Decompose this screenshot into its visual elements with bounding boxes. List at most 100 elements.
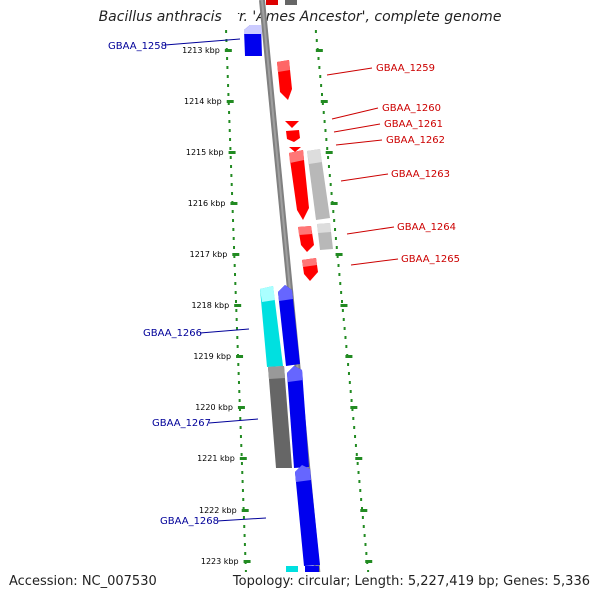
ruler-dot-right [324,129,327,132]
gene-fragment-gray[interactable] [285,0,297,5]
ruler-dot-left [229,156,232,159]
ruler-dot-left [232,237,235,240]
ruler-dot-right [329,183,332,186]
ruler-dot-right [354,444,357,447]
gene-leader-line [346,226,395,235]
gene-GBAA_1267[interactable] [268,366,309,468]
ruler-dot-right [364,543,367,546]
ruler-major-tick-left [236,355,244,358]
gene-GBAA_1264[interactable] [298,223,333,252]
gene-GBAA_1260[interactable] [285,121,299,128]
ruler-major-tick-right [345,355,353,358]
ruler-label: 1220 kbp [195,403,233,412]
ruler-major-tick-right [360,509,368,512]
gene-GBAA_1261[interactable] [286,130,300,142]
ruler-dot-left [239,426,242,429]
ruler-major-tick-left [234,304,242,307]
ruler-dot-left [244,552,247,555]
ruler-dot-left [228,129,231,132]
ruler-dot-right [361,516,364,519]
ruler-dot-left [231,192,234,195]
ruler-labels: 1213 kbp 1214 kbp 1215 kbp 1216 kbp 1217 kbp… [182,46,238,566]
ruler-label: 1221 kbp [197,454,235,463]
gene-leader-line [350,258,399,266]
ruler-dot-left [230,183,233,186]
ruler-dot-right [350,399,353,402]
ruler-dot-right [352,417,355,420]
ruler-dot-left [243,525,246,528]
track-lane [225,0,366,572]
gene-GBAA_1262[interactable] [289,147,301,152]
gene-label[interactable]: GBAA_1268 [160,516,219,527]
ruler-dot-right [356,462,359,465]
ruler-major-tick-right [325,151,333,154]
ruler-dot-right [318,66,321,69]
ruler-dot-right [361,507,364,510]
ruler-dot-left [244,570,247,572]
gene-GBAA_1258[interactable] [244,25,262,56]
ruler-dot-right [334,237,337,240]
ruler-dot-left [240,453,243,456]
ruler-dot-right [336,255,339,258]
gene-fragment-cyan[interactable] [286,566,298,576]
ruler-dot-left [235,300,237,303]
gene-label[interactable]: GBAA_1263 [391,169,450,180]
ruler-dot-left [237,381,240,384]
gene-label[interactable]: GBAA_1259 [376,63,435,74]
ruler-dot-right [363,534,366,537]
ruler-dot-right [348,381,351,384]
ruler-dot-right [349,390,352,393]
ruler-dot-right [360,498,363,501]
ruler-dot-right [338,273,341,276]
ruler-dot-left [233,246,236,249]
gene-label[interactable]: GBAA_1258 [108,41,167,52]
gene-GBAA_1263[interactable] [289,149,330,220]
ruler-major-tick-left [243,560,251,563]
ruler-dot-right [319,75,322,78]
ruler-dot-left [227,84,230,87]
gene-label[interactable]: GBAA_1264 [397,222,456,233]
ruler-major-tick-left [232,253,240,256]
gene-label[interactable]: GBAA_1266 [143,328,202,339]
gene-fragment-red[interactable] [266,0,278,5]
ruler-dot-right [322,111,325,114]
ruler-dot-left [243,534,246,537]
ruler-dot-left [237,363,240,366]
gene-label[interactable]: GBAA_1261 [384,119,443,130]
ruler-major-tick-left [224,49,232,52]
ruler-dot-left [232,228,235,231]
ruler-dot-right [330,192,333,195]
ruler-dot-right [342,318,345,321]
gene-label[interactable]: GBAA_1260 [382,103,441,114]
ruler-left [225,30,247,572]
ruler-major-tick-left [241,509,249,512]
ruler-dot-right [343,327,346,330]
gene-label[interactable]: GBAA_1267 [152,418,211,429]
gene-GBAA_1266[interactable] [260,285,300,367]
gene-leader-line [335,139,383,146]
accession-text: Accession: NC_007530 [9,574,157,589]
ruler-dot-left [235,318,238,321]
gene-label[interactable]: GBAA_1265 [401,254,460,265]
ruler-dot-left [228,120,231,123]
gene-fragment-blue[interactable] [305,566,319,576]
ruler-dot-right [353,426,356,429]
ruler-major-tick-right [335,253,343,256]
ruler-major-tick-right [355,457,363,460]
ruler-dot-right [326,147,329,150]
gene-leader-line [208,418,259,424]
ruler-major-tick-right [315,49,323,52]
gene-GBAA_1268[interactable] [295,465,320,566]
ruler-dot-right [333,219,336,222]
ruler-dot-right [317,57,320,60]
ruler-dot-left [242,507,245,510]
ruler-dot-left [238,390,241,393]
ruler-major-tick-right [330,202,338,205]
gene-label[interactable]: GBAA_1262 [386,135,445,146]
ruler-dot-right [358,480,361,483]
ruler-dot-left [239,417,242,420]
ruler-dot-left [234,282,237,285]
ruler-dot-left [243,543,246,546]
ruler-dot-left [230,165,233,168]
